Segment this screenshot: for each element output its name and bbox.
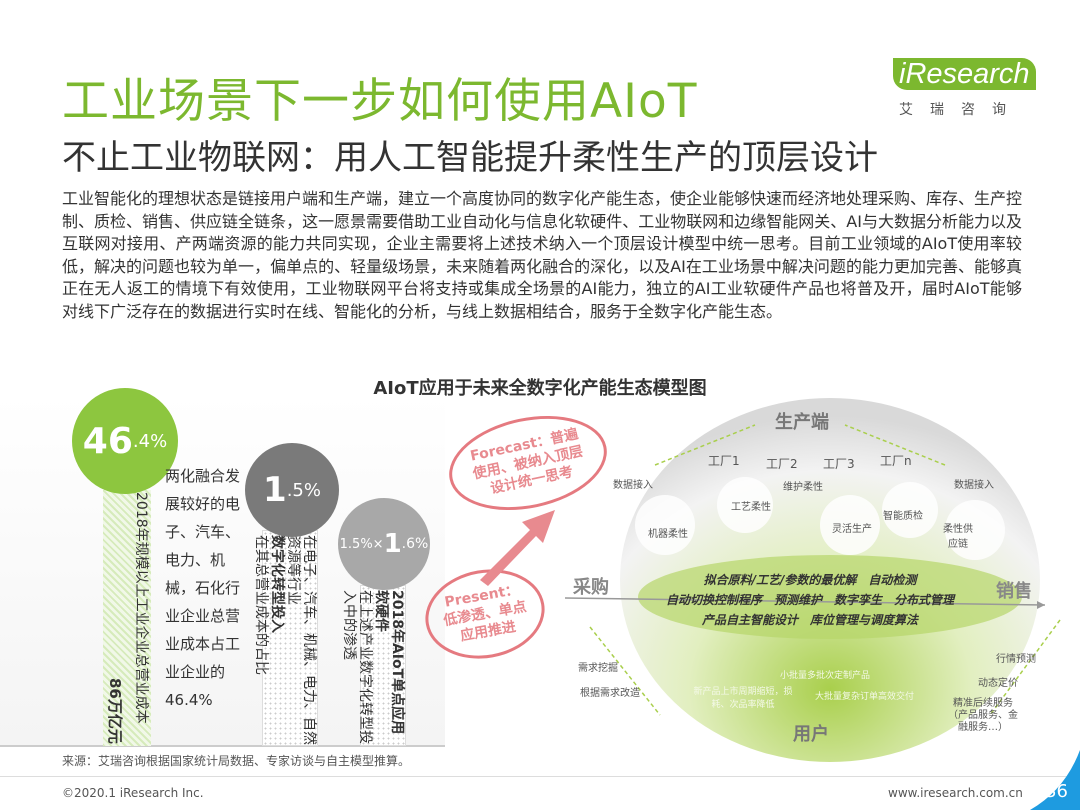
- left-item: 根据需求改造: [580, 688, 640, 699]
- source-note: 来源：艾瑞咨询根据国家统计局数据、专家访谈与自主模型推算。: [62, 754, 411, 768]
- circle-col3: 1.5%× 1.6%: [338, 498, 430, 590]
- present-text: Present：低渗透、单点应用推进: [442, 581, 528, 645]
- factory: 工厂1: [708, 454, 740, 468]
- capability: 拟合原料/工艺/参数的最优解: [703, 573, 857, 587]
- bar-col3-bold: 2018年AIoT单点应用软硬件: [373, 590, 405, 735]
- label-top: 生产端: [775, 412, 829, 433]
- logo-cn: 艾瑞咨询: [899, 102, 1023, 118]
- page-title: 工业场景下一步如何使用AIoT: [62, 74, 698, 129]
- node: 机器柔性: [648, 529, 688, 540]
- capability: 分布式管理: [894, 593, 955, 607]
- right-item: 动态定价: [978, 678, 1018, 689]
- arrow-icon: [480, 510, 555, 586]
- body-paragraph: 工业智能化的理想状态是链接用户端和生产端，建立一个高度协同的数字化产能生态，使企…: [62, 189, 1023, 321]
- chart-title: AIoT应用于未来全数字化产能生态模型图: [373, 378, 707, 399]
- bar-col2: 在电子、汽车、机械、电力、自然资源等行业 数字化转型投入 在其总营业成本的占比: [253, 530, 318, 746]
- bar-col1: 2018年规模以上工业企业总营业成本 86万亿元: [103, 490, 151, 746]
- iresearch-logo: iResearch 艾瑞咨询: [893, 58, 1036, 119]
- node: 工艺柔性: [731, 502, 771, 513]
- factory: 工厂2: [766, 457, 798, 471]
- right-item: 精准后续服务（产品服务、金融服务…）: [948, 698, 1018, 733]
- divider: [0, 745, 445, 747]
- label-right: 销售: [996, 581, 1032, 602]
- value-big: 46: [82, 420, 133, 462]
- value-big: 1: [263, 470, 287, 510]
- circle-col2: 1.5%: [245, 443, 339, 537]
- capability: 库位管理与调度算法: [810, 613, 919, 627]
- bar-col3: 2018年AIoT单点应用软硬件 在上述产业数字化转型投入中的渗透: [341, 585, 406, 746]
- label-bottom: 用户: [793, 724, 829, 745]
- value-prefix: 1.5%×: [339, 536, 384, 552]
- page-number: 36: [1045, 781, 1068, 802]
- value-small: .5%: [286, 479, 321, 501]
- funnel-description: 两化融合发展较好的电子、汽车、电力、机械，石化行业企业总营业成本占工业企业的46…: [165, 467, 241, 709]
- bar-col2-text: 在电子、汽车、机械、电力、自然资源等行业: [285, 535, 317, 745]
- circle-col1: 46.4%: [72, 388, 178, 494]
- capability: 自动切换控制程序: [665, 593, 762, 607]
- bar-col3-text: 在上述产业数字化转型投入中的渗透: [341, 590, 373, 744]
- value-small: .4%: [132, 430, 168, 452]
- node: 柔性供应链: [943, 524, 973, 550]
- label-left: 采购: [573, 577, 609, 598]
- capability: 预测维护: [773, 593, 822, 607]
- user-item: 小批量多批次定制产品: [780, 671, 871, 681]
- capability: 自动检测: [868, 573, 917, 587]
- bar-col2-bold: 数字化转型投入: [269, 535, 285, 633]
- footer-divider: [0, 776, 1080, 777]
- node: 维护柔性: [783, 482, 823, 493]
- bar-col2-text2: 在其总营业成本的占比: [253, 535, 269, 675]
- factory: 工厂n: [880, 454, 912, 468]
- capability: 产品自主智能设计: [701, 613, 798, 627]
- website-link[interactable]: www.iresearch.com.cn: [888, 786, 1023, 800]
- value-small: .6%: [401, 536, 429, 552]
- flow-axis: [564, 597, 1046, 606]
- copyright: ©2020.1 iResearch Inc.: [62, 786, 204, 800]
- core-capabilities: 拟合原料/工艺/参数的最优解 自动检测 自动切换控制程序 预测维护 数字孪生 分…: [640, 570, 980, 630]
- capability: 数字孪生: [834, 593, 883, 607]
- bar-col1-bold: 86万亿元: [106, 678, 124, 744]
- data-in-right: 数据接入: [954, 480, 994, 491]
- ecosystem-model: [564, 398, 1061, 762]
- bar-col1-text: 2018年规模以上工业企业总营业成本: [133, 492, 149, 724]
- node: 灵活生产: [832, 524, 872, 535]
- page-corner: [1030, 750, 1080, 810]
- core-ring: [638, 555, 1022, 639]
- right-item: 行情预测: [996, 654, 1036, 665]
- logo-brand: iResearch: [893, 58, 1036, 90]
- value-big: 1: [383, 529, 402, 559]
- data-in-left: 数据接入: [613, 480, 653, 491]
- factory: 工厂3: [823, 457, 855, 471]
- node: 智能质检: [883, 511, 923, 522]
- page-subtitle: 不止工业物联网：用人工智能提升柔性生产的顶层设计: [62, 138, 878, 178]
- user-item: 大批量复杂订单高效交付: [815, 692, 915, 702]
- user-item: 新产品上市周期缩短，损耗、次品率降低: [693, 687, 793, 710]
- left-item: 需求挖掘: [578, 663, 618, 674]
